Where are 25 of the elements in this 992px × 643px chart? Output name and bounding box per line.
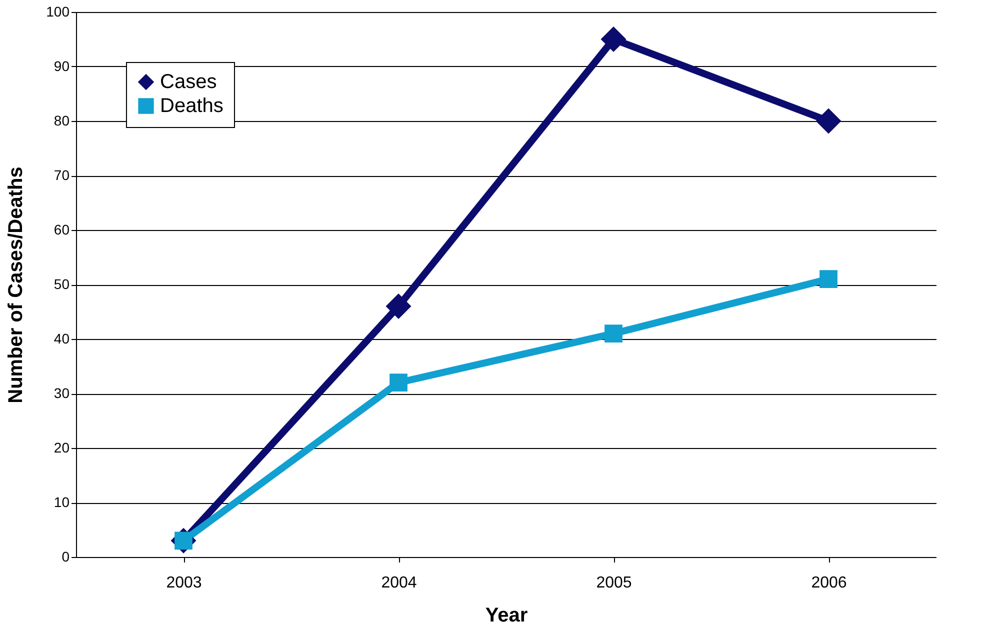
point <box>816 108 842 134</box>
point <box>600 26 626 52</box>
point <box>820 270 838 288</box>
y-tick-label: 70 <box>54 167 70 183</box>
y-tick-label: 90 <box>54 58 70 74</box>
y-axis-title: Number of Cases/Deaths <box>5 166 28 404</box>
point <box>604 324 622 342</box>
y-tick-label: 20 <box>54 440 70 456</box>
y-tick-label: 100 <box>46 4 70 20</box>
y-tick-label: 80 <box>54 112 70 128</box>
x-tick-label: 2006 <box>811 574 847 592</box>
point <box>390 374 408 392</box>
y-tick-label: 0 <box>62 548 70 564</box>
x-tick-label: 2004 <box>381 574 417 592</box>
point <box>386 294 412 320</box>
y-tick-label: 10 <box>54 494 70 510</box>
y-tick-label: 40 <box>54 330 70 346</box>
legend-label: Cases <box>160 71 217 93</box>
legend-label: Deaths <box>160 95 224 117</box>
x-tick-label: 2005 <box>596 574 632 592</box>
x-axis-title: Year <box>485 604 528 626</box>
y-tick-label: 60 <box>54 222 70 238</box>
y-tick-label: 30 <box>54 385 70 401</box>
y-tick-label: 50 <box>54 276 70 292</box>
x-tick-label: 2003 <box>166 574 202 592</box>
